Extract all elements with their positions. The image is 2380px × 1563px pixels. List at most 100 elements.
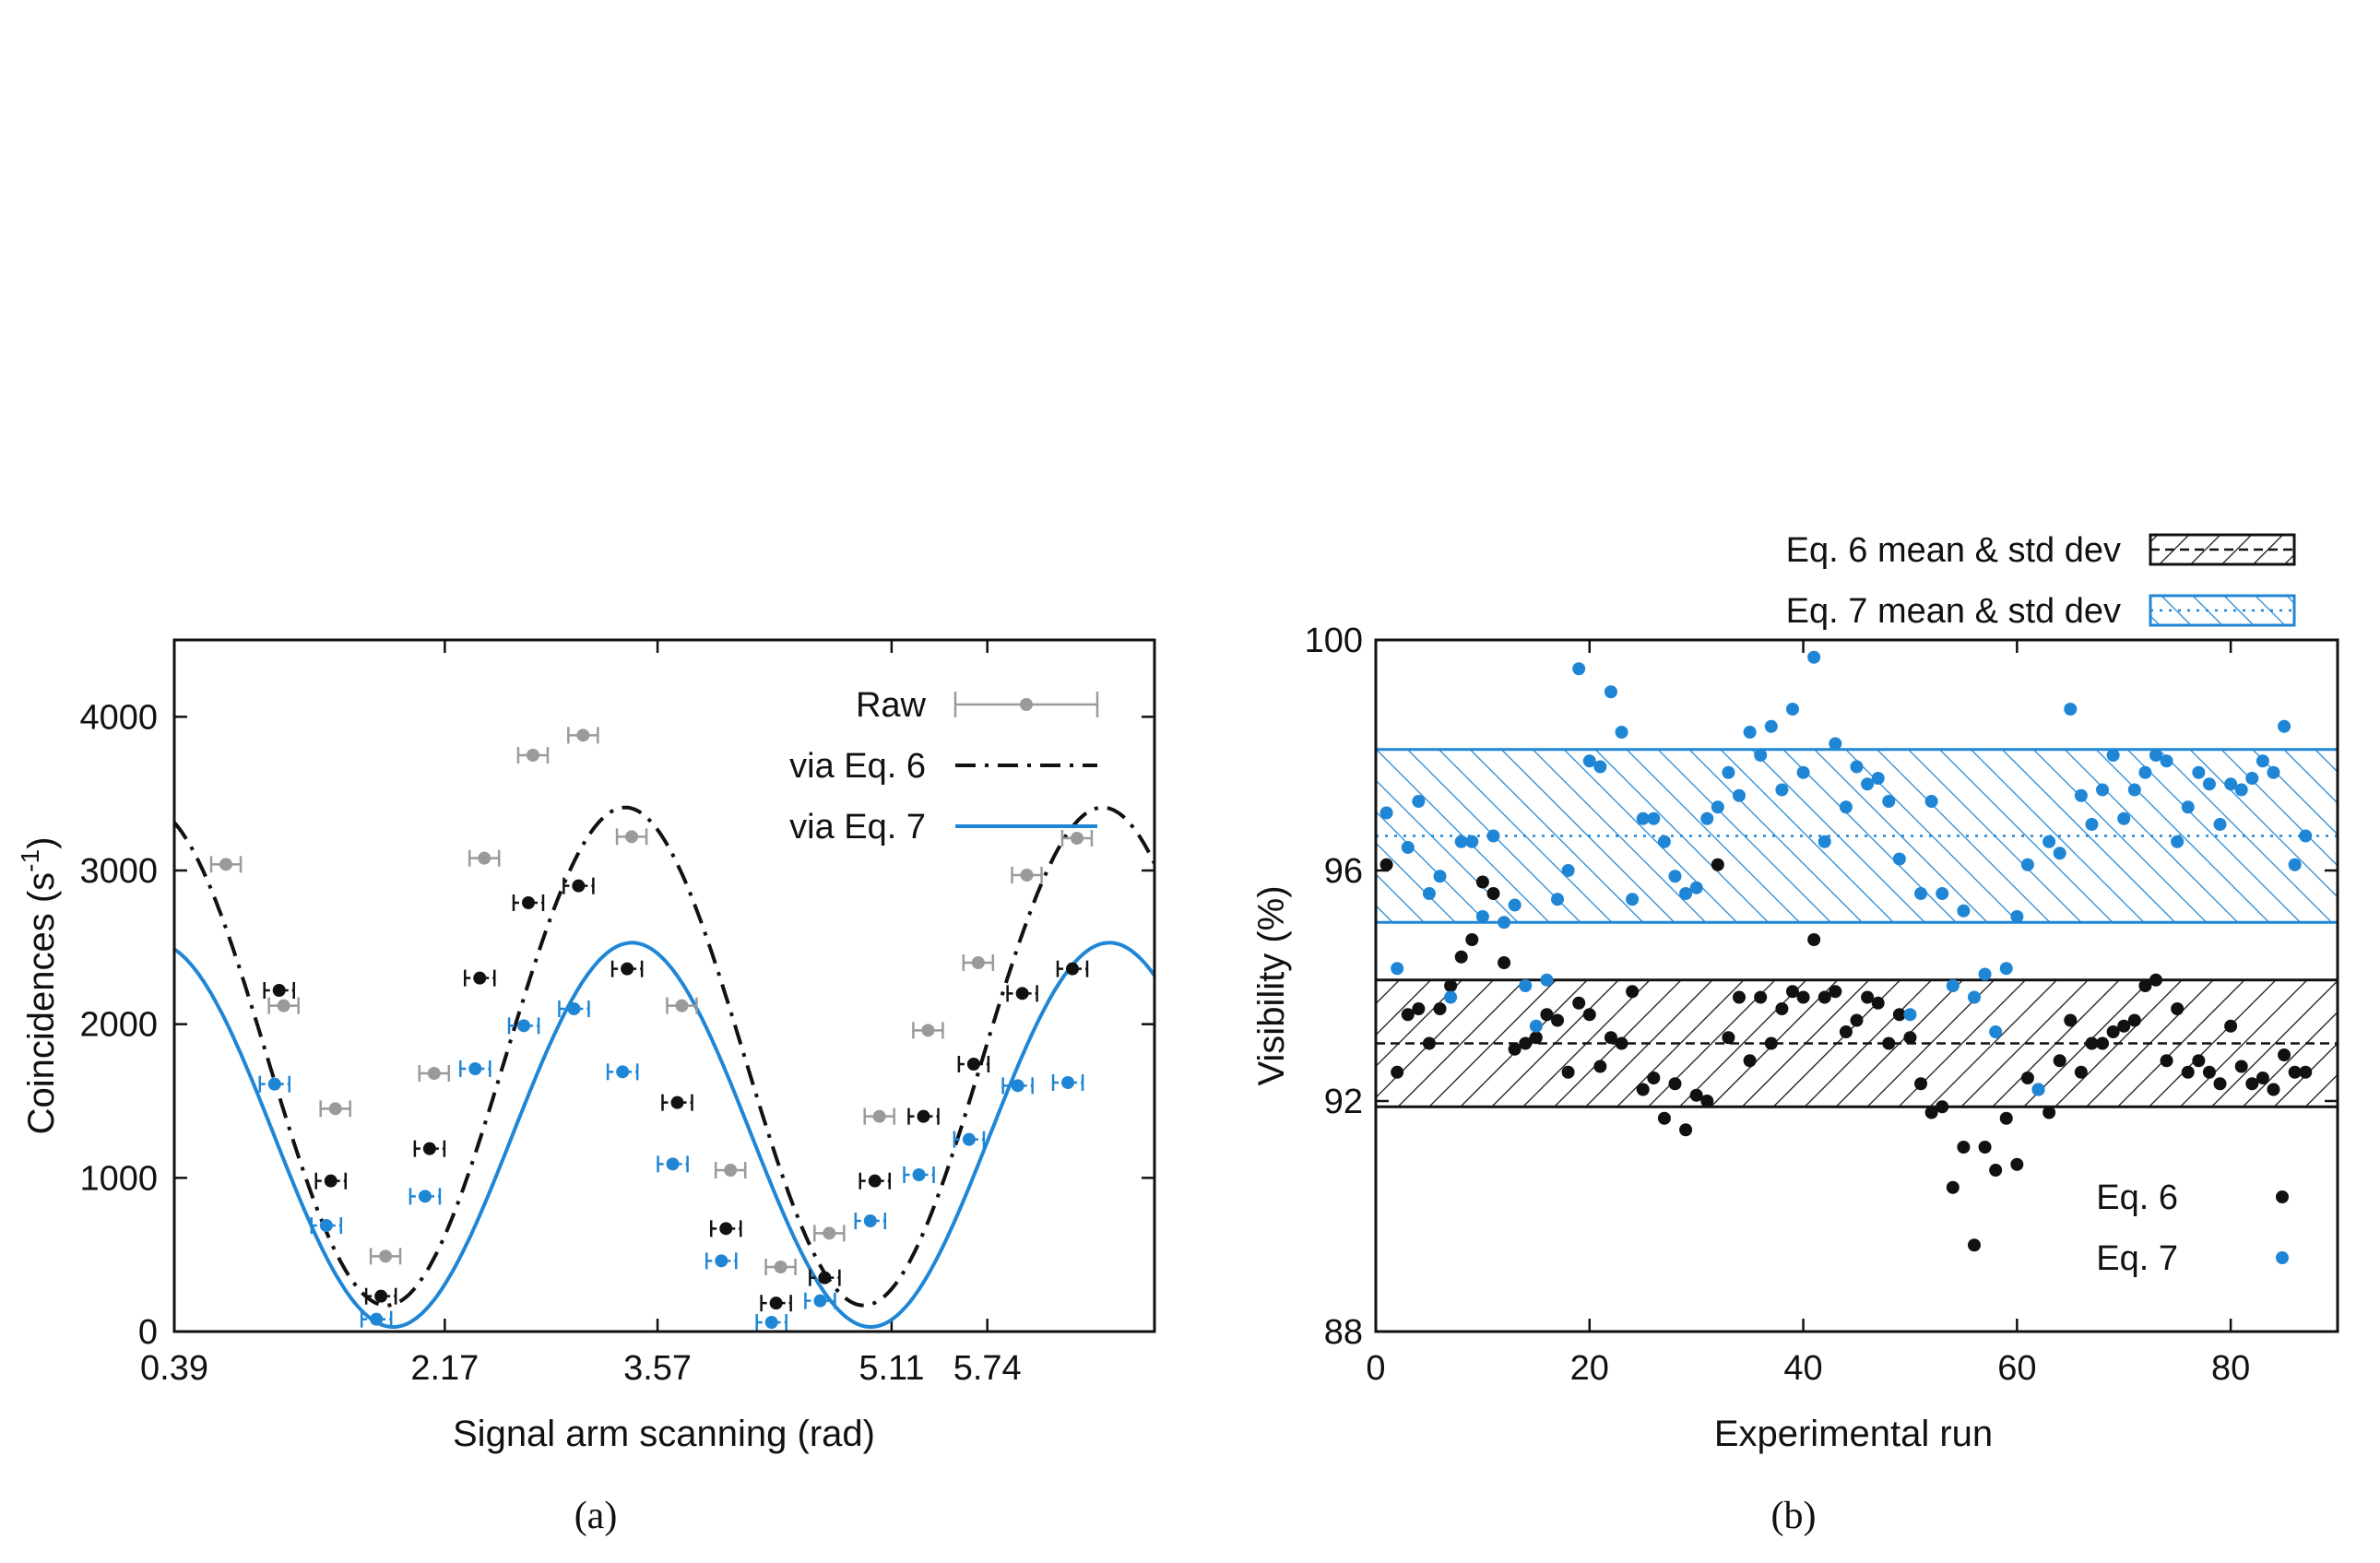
data-point-eq-6 [2117, 1019, 2131, 1033]
data-point-eq-7 [1946, 979, 1960, 992]
data-point-eq-7 [1978, 967, 1992, 981]
data-point-raw [1020, 869, 1034, 882]
x-tick-label: 20 [1570, 1349, 1609, 1388]
data-point-eq-6 [1657, 1111, 1671, 1125]
data-point-eq-7 [1657, 835, 1671, 848]
data-point-eq-7 [1914, 887, 1928, 900]
data-point-eq-6 [2096, 1036, 2110, 1050]
y-tick-label: 100 [1305, 622, 1363, 660]
data-point-via-eq-7 [517, 1019, 531, 1033]
data-point-raw [526, 749, 539, 762]
data-point-eq-7 [1668, 870, 1682, 883]
data-point-eq-6 [1764, 1036, 1778, 1050]
data-point-eq-7 [1379, 806, 1393, 820]
data-point-eq-7 [1743, 726, 1757, 739]
data-point-eq-6 [2127, 1013, 2141, 1027]
data-point-eq-6 [1957, 1141, 1971, 1154]
data-point-eq-7 [2117, 811, 2131, 825]
data-point-eq-7 [1785, 703, 1799, 716]
data-point-eq-6 [1475, 875, 1489, 889]
data-point-eq-6 [1636, 1083, 1650, 1096]
data-point-eq-6 [1978, 1141, 1992, 1154]
data-point-eq-7 [1775, 783, 1789, 797]
data-point-eq-6 [1508, 1042, 1522, 1056]
data-point-eq-7 [1829, 737, 1842, 751]
x-tick-label: 0.39 [140, 1349, 208, 1388]
data-point-eq-6 [2213, 1077, 2227, 1091]
data-point-via-eq-7 [863, 1214, 877, 1227]
data-point-eq-7 [2020, 858, 2034, 871]
data-point-raw [219, 858, 233, 871]
legend-label: Eq. 6 [2096, 1178, 2178, 1217]
data-point-eq-6 [1914, 1077, 1928, 1091]
data-point-eq-7 [1903, 1008, 1917, 1022]
data-point-raw [724, 1164, 738, 1177]
data-point-eq-7 [2267, 765, 2280, 779]
data-point-eq-6 [1689, 1088, 1703, 1102]
data-point-eq-7 [1519, 979, 1533, 992]
data-point-eq-7 [1850, 760, 1864, 774]
data-point-eq-6 [1465, 933, 1479, 946]
data-point-raw [379, 1249, 393, 1263]
y-tick-label: 92 [1324, 1083, 1363, 1121]
data-point-eq-6 [1775, 1002, 1789, 1015]
data-point-eq-7 [1582, 754, 1596, 768]
data-point-eq-7 [1454, 835, 1468, 848]
data-point-eq-7 [1615, 726, 1628, 739]
y-tick-label: 2000 [79, 1006, 158, 1045]
data-point-eq-7 [1722, 765, 1735, 779]
data-point-eq-6 [2020, 1072, 2034, 1084]
data-point-eq-6 [1967, 1238, 1981, 1252]
legend-marker [2276, 1190, 2289, 1203]
data-point-eq-7 [2074, 788, 2088, 802]
data-point-eq-6 [2149, 973, 2162, 987]
data-point-eq-7 [1593, 760, 1607, 774]
data-point-via-eq-6 [572, 879, 586, 893]
data-point-eq-6 [2053, 1054, 2066, 1068]
data-point-eq-7 [1529, 1019, 1543, 1033]
data-point-eq-6 [1903, 1031, 1917, 1045]
data-point-raw [478, 851, 491, 865]
data-point-eq-7 [1422, 887, 1436, 900]
data-point-eq-6 [1572, 996, 1586, 1010]
data-point-eq-6 [2192, 1054, 2206, 1068]
data-point-eq-7 [1604, 685, 1617, 699]
data-point-via-eq-6 [670, 1095, 684, 1109]
data-point-eq-7 [2043, 835, 2056, 848]
data-point-eq-7 [1412, 795, 1426, 808]
panel-a-y-axis-label: Coincidences (s-1) [16, 837, 62, 1135]
data-point-eq-6 [2043, 1106, 2056, 1119]
data-point-eq-7 [1647, 811, 1661, 825]
data-point-raw [774, 1261, 787, 1273]
data-point-eq-6 [2224, 1019, 2238, 1033]
data-point-eq-6 [2064, 1013, 2078, 1027]
data-point-eq-7 [1754, 749, 1768, 762]
data-point-eq-7 [1689, 881, 1703, 894]
x-tick-label: 40 [1783, 1349, 1822, 1388]
data-point-eq-7 [2010, 910, 2024, 923]
data-point-eq-6 [1796, 990, 1810, 1004]
data-point-eq-7 [1700, 811, 1714, 825]
x-tick-label: 60 [1997, 1349, 2036, 1388]
data-point-eq-7 [1967, 990, 1981, 1004]
data-point-eq-6 [1540, 1008, 1554, 1022]
data-point-eq-6 [1679, 1123, 1693, 1137]
panel-a-caption: (a) [574, 1495, 618, 1537]
data-point-via-eq-6 [868, 1174, 882, 1188]
data-point-eq-7 [1498, 916, 1511, 930]
data-point-eq-7 [2181, 800, 2195, 814]
data-point-eq-7 [1508, 898, 1522, 912]
data-point-eq-6 [1529, 1031, 1543, 1045]
data-point-eq-7 [1924, 795, 1938, 808]
data-point-eq-6 [1882, 1036, 1896, 1050]
data-point-eq-7 [2053, 847, 2066, 860]
data-point-eq-7 [2192, 765, 2206, 779]
data-point-eq-7 [2031, 1083, 2045, 1096]
data-point-raw [576, 728, 590, 742]
data-point-eq-6 [2138, 979, 2152, 992]
data-point-eq-6 [1668, 1077, 1682, 1091]
data-point-via-eq-7 [370, 1312, 384, 1326]
x-tick-label: 2.17 [410, 1349, 479, 1388]
data-point-eq-7 [1626, 893, 1640, 906]
